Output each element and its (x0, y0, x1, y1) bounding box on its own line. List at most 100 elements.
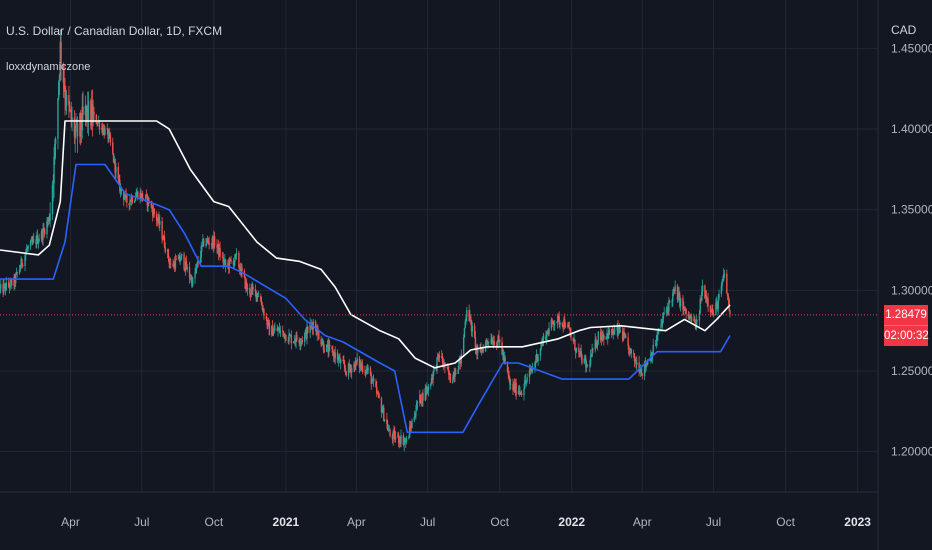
x-tick-label: Oct (204, 515, 223, 529)
candle-body (622, 332, 625, 341)
candle-body (234, 254, 236, 262)
candle-body (479, 348, 481, 350)
candle-body (449, 373, 452, 383)
candle-body (300, 340, 303, 342)
indicator-label[interactable]: loxxdynamiczone (6, 61, 91, 73)
candle-body (387, 429, 390, 431)
candle-body (255, 290, 257, 299)
candle-body (700, 299, 702, 301)
candle-body (249, 294, 252, 296)
candle-body (16, 272, 18, 274)
candle-body (140, 193, 142, 200)
candle-body (618, 325, 620, 334)
candle-body (579, 350, 582, 353)
candle-body (552, 321, 554, 323)
candle-body (91, 104, 94, 124)
candle-body (475, 345, 477, 349)
y-tick-label: 1.20000 (891, 445, 932, 459)
candle-body (712, 314, 715, 316)
candle-body (633, 353, 636, 361)
candle-body (469, 316, 471, 322)
candle-body (256, 293, 259, 297)
candle-body (68, 94, 70, 106)
candle-body (399, 440, 401, 444)
candle-body (517, 390, 520, 395)
candle-body (112, 153, 115, 163)
candle-body (112, 142, 114, 154)
candles (0, 29, 731, 452)
candle-body (251, 286, 253, 289)
candle-body (238, 267, 241, 269)
candle-body (37, 240, 40, 244)
candle-body (427, 385, 430, 391)
candle-body (304, 330, 307, 334)
candle-body (537, 355, 539, 362)
candle-body (657, 333, 659, 335)
candle-body (278, 328, 280, 330)
candle-body (386, 419, 388, 425)
candle-body (513, 384, 515, 391)
candle-body (157, 217, 159, 221)
candle-body (405, 440, 407, 442)
candle-body (229, 258, 231, 260)
candle-body (232, 261, 235, 266)
candle-body (194, 272, 196, 279)
x-tick-label: Jul (420, 515, 435, 529)
y-tick-label: 1.25000 (891, 364, 932, 378)
candle-body (355, 360, 358, 363)
candle-body (257, 296, 260, 297)
candle-body (424, 388, 426, 401)
candle-body (318, 331, 320, 340)
candle-body (462, 337, 465, 354)
x-tick-label: Apr (61, 515, 80, 529)
candle-body (54, 143, 56, 157)
candle-body (639, 368, 642, 374)
candle-body (684, 308, 687, 311)
candle-body (65, 94, 68, 106)
candle-body (184, 261, 187, 271)
candle-body (155, 213, 158, 222)
candle-body (38, 239, 40, 241)
currency-label: CAD (891, 23, 917, 37)
candle-body (649, 360, 651, 362)
candle-body (617, 326, 619, 334)
candle-body (141, 193, 144, 200)
candle-body (190, 277, 192, 280)
candle-body (490, 339, 492, 343)
candle-body (701, 291, 703, 301)
candle-body (14, 276, 16, 284)
candle-body (578, 347, 580, 352)
candle-body (688, 315, 690, 319)
candle-body (152, 209, 155, 216)
candle-body (606, 332, 608, 337)
candle-body (497, 335, 499, 343)
candle-body (377, 393, 379, 395)
candle-body (30, 240, 33, 242)
candle-body (534, 362, 536, 368)
candle-body (74, 131, 76, 137)
candle-body (58, 75, 61, 82)
candle-body (426, 387, 429, 391)
candle-body (726, 273, 728, 294)
candle-body (205, 243, 207, 246)
candle-body (546, 331, 549, 334)
candle-body (272, 332, 275, 336)
candle-body (644, 361, 647, 368)
candle-body (690, 316, 693, 322)
candle-body (563, 319, 565, 328)
candle-body (474, 337, 477, 349)
candle-body (400, 435, 402, 444)
candle-body (337, 358, 340, 361)
candle-body (506, 361, 509, 372)
candle-body (481, 348, 484, 350)
candle-body (492, 341, 495, 344)
candle-body (677, 292, 679, 301)
candle-body (597, 331, 600, 341)
candle-body (152, 208, 154, 216)
candle-body (471, 325, 473, 332)
candle-body (183, 254, 185, 269)
candle-body (391, 435, 394, 440)
candle-body (108, 132, 110, 140)
candle-body (366, 369, 369, 371)
